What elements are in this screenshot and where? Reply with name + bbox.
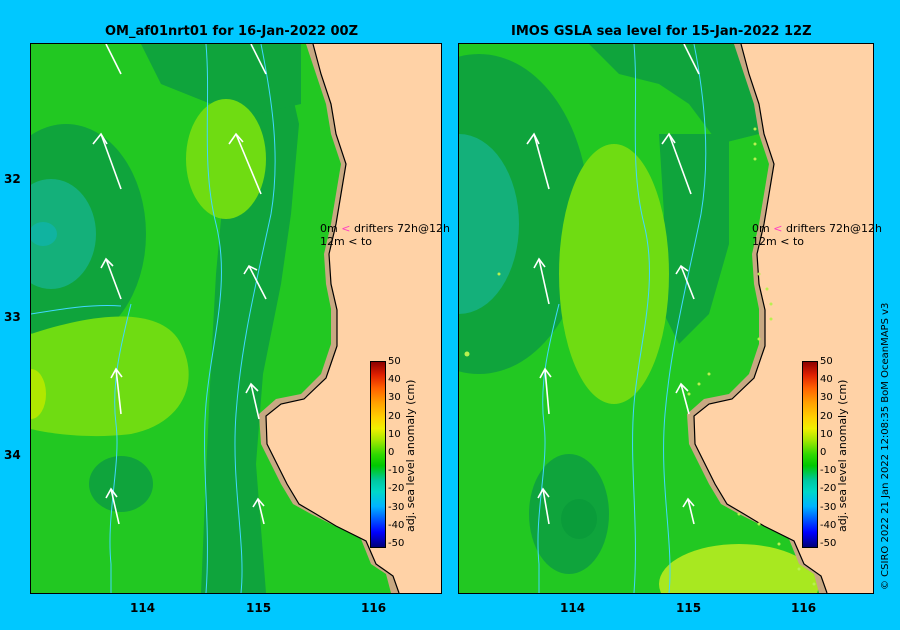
colorbar (802, 361, 818, 548)
colorbar-tick-label: 0 (388, 447, 395, 458)
anomaly-light-southwest (31, 316, 189, 437)
colorbar-tick-label: 20 (820, 410, 833, 422)
anomaly-west-inner (31, 179, 96, 289)
colorbar-tick-label: 0 (820, 447, 827, 458)
isobath-line (204, 44, 222, 593)
anomaly-yellow-west (31, 369, 46, 419)
legend-value: 12m (752, 235, 777, 248)
anomaly-west-inner (459, 134, 519, 314)
colorbar (370, 361, 386, 548)
current-arrows (92, 44, 267, 525)
colorbar-tick-label: -20 (820, 483, 837, 495)
legend-text: to (360, 235, 372, 248)
colorbar-tick-label: 40 (820, 374, 833, 386)
y-tick-label: 34 (4, 448, 21, 462)
isobath-line (234, 44, 276, 593)
colorbar-tick-label: -30 (820, 501, 837, 513)
dark-band-north (589, 44, 759, 144)
x-tick-label: 114 (130, 601, 156, 615)
right-map-title: IMOS GSLA sea level for 15-Jan-2022 12Z (511, 24, 812, 39)
drifter-legend: 0m < drifters 72h@12h 12m < to (320, 222, 450, 248)
credit-text: © CSIRO 2022 21 Jan 2022 12:08:35 BoM Oc… (880, 302, 891, 590)
colorbar-tick-label: 20 (388, 410, 401, 422)
legend-text: to (792, 235, 804, 248)
legend-text: drifters 72h@12h (353, 222, 450, 235)
anomaly-south-inner (561, 499, 597, 539)
land-interior (694, 44, 873, 593)
colorbar-label: adj. sea level anomaly (cm) (836, 379, 849, 532)
anomaly-light-central (559, 144, 669, 404)
anomaly-light-southeast (659, 544, 819, 593)
x-tick-label: 115 (246, 601, 272, 615)
legend-arrow-icon: < (780, 235, 790, 248)
x-tick-label: 115 (676, 601, 702, 615)
dark-band-shelf (659, 134, 729, 344)
colorbar-tick-label: 30 (820, 392, 833, 404)
x-tick-label: 114 (560, 601, 586, 615)
colorbar-tick-label: -40 (820, 519, 837, 531)
legend-value: 12m (320, 235, 345, 248)
colorbar-label: adj. sea level anomaly (cm) (404, 379, 417, 532)
coastline (693, 44, 828, 593)
drifter-legend: 0m < drifters 72h@12h 12m < to (752, 222, 882, 248)
colorbar-tick-label: -30 (388, 501, 405, 513)
current-arrows (526, 44, 700, 525)
coastline (265, 44, 400, 593)
land-interior (266, 44, 441, 593)
left-map-panel (30, 43, 442, 594)
anomaly-south (89, 456, 153, 512)
colorbar-tick-label: 50 (388, 356, 401, 367)
colorbar-tick-label: -50 (388, 538, 405, 549)
colorbar-tick-label: -40 (388, 519, 405, 531)
legend-arrow-icon: < (773, 222, 783, 235)
x-tick-label: 116 (791, 601, 817, 615)
colorbar-tick-label: -10 (388, 465, 405, 477)
left-map-canvas (31, 44, 441, 593)
x-tick-label: 116 (361, 601, 387, 615)
dark-band-north (141, 44, 301, 114)
anomaly-light-north (186, 99, 266, 219)
legend-text: drifters 72h@12h (785, 222, 882, 235)
isobath-line (109, 303, 132, 593)
legend-arrow-icon: < (348, 235, 358, 248)
colorbar-tick-label: -20 (388, 483, 405, 495)
legend-value: 0m (752, 222, 770, 235)
anomaly-west-core (31, 222, 57, 246)
colorbar-tick-label: 40 (388, 374, 401, 386)
right-map-panel (458, 43, 874, 594)
colorbar-tick-label: 10 (820, 428, 833, 440)
colorbar-tick-label: -10 (820, 465, 837, 477)
drifter-track-dots (464, 127, 816, 586)
legend-arrow-icon: < (341, 222, 351, 235)
y-tick-label: 33 (4, 310, 21, 324)
colorbar-tick-label: 10 (388, 428, 401, 440)
isobath-line (31, 305, 122, 315)
isobath-line (663, 44, 707, 593)
legend-value: 0m (320, 222, 338, 235)
y-tick-label: 32 (4, 172, 21, 186)
isobath-line (632, 44, 650, 593)
left-map-title: OM_af01nrt01 for 16-Jan-2022 00Z (105, 24, 358, 39)
isobath-line (537, 303, 560, 593)
colorbar-tick-label: 30 (388, 392, 401, 404)
colorbar-tick-label: -50 (820, 538, 837, 549)
colorbar-tick-label: 50 (820, 356, 833, 367)
